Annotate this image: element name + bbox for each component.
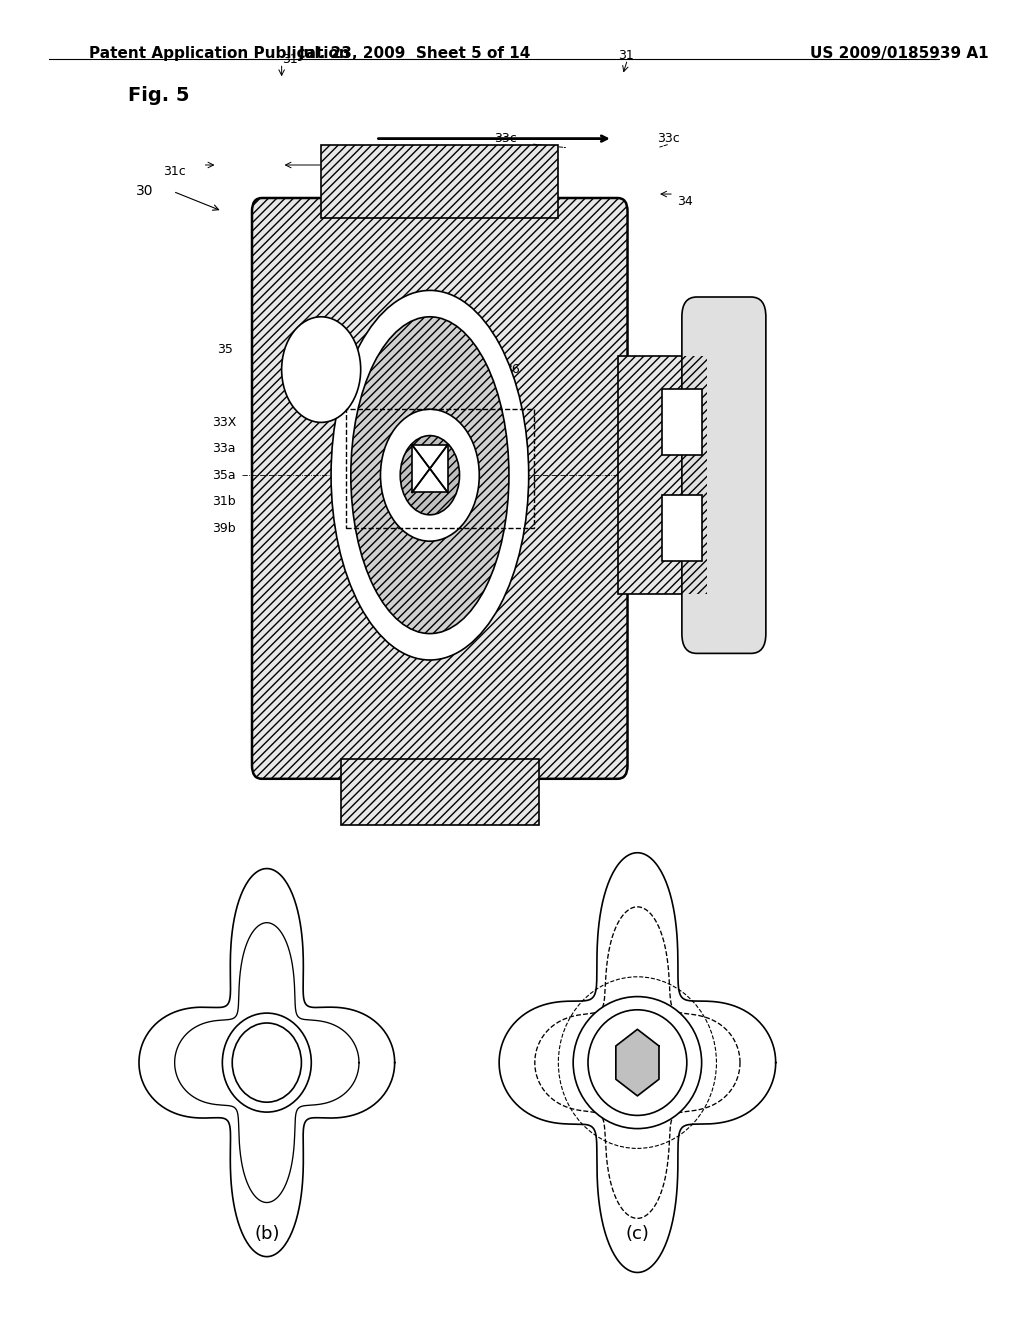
Bar [617, 356, 707, 594]
Text: US 2009/0185939 A1: US 2009/0185939 A1 [810, 46, 989, 61]
Bar [346, 409, 534, 528]
Ellipse shape [331, 290, 528, 660]
Ellipse shape [588, 1010, 687, 1115]
Text: Jul. 23, 2009  Sheet 5 of 14: Jul. 23, 2009 Sheet 5 of 14 [299, 46, 531, 61]
Text: 33X: 33X [212, 416, 237, 429]
Text: 31c: 31c [163, 165, 185, 178]
Text: Patent Application Publication: Patent Application Publication [89, 46, 349, 61]
FancyBboxPatch shape [682, 297, 766, 653]
Text: 31c: 31c [326, 165, 349, 178]
Text: 31b: 31b [212, 495, 237, 508]
Text: 31G: 31G [336, 185, 361, 198]
Text: (a): (a) [427, 601, 453, 619]
Bar [322, 145, 558, 218]
Ellipse shape [573, 997, 701, 1129]
Text: 33: 33 [465, 458, 480, 471]
Text: 31: 31 [282, 53, 297, 66]
Text: 30: 30 [135, 185, 154, 198]
Text: 37: 37 [628, 511, 643, 524]
Text: 32: 32 [435, 482, 451, 495]
Text: 33a: 33a [212, 442, 236, 455]
Polygon shape [615, 1030, 659, 1096]
Text: 35a: 35a [212, 469, 237, 482]
Text: 33X: 33X [499, 195, 523, 209]
FancyBboxPatch shape [252, 198, 628, 779]
Text: 34: 34 [465, 429, 480, 442]
Text: (c): (c) [626, 1225, 649, 1243]
Text: 35: 35 [217, 343, 233, 356]
Ellipse shape [232, 1023, 301, 1102]
Bar [617, 356, 707, 594]
Bar [412, 445, 447, 492]
Ellipse shape [351, 317, 509, 634]
Bar [663, 389, 701, 455]
Bar [341, 759, 539, 825]
Ellipse shape [381, 409, 479, 541]
Ellipse shape [222, 1014, 311, 1111]
Bar [341, 759, 539, 825]
Ellipse shape [400, 436, 460, 515]
Text: Fig. 5: Fig. 5 [128, 86, 190, 104]
Text: 39b: 39b [212, 521, 237, 535]
Text: 34: 34 [677, 195, 692, 209]
Text: 31: 31 [425, 396, 440, 409]
Text: (b): (b) [254, 1225, 280, 1243]
Circle shape [282, 317, 360, 422]
Text: 33c: 33c [495, 132, 517, 145]
Text: 33c: 33c [657, 132, 680, 145]
Bar [322, 145, 558, 218]
Bar [663, 495, 701, 561]
Text: 31: 31 [617, 49, 634, 62]
Text: 36: 36 [504, 363, 520, 376]
